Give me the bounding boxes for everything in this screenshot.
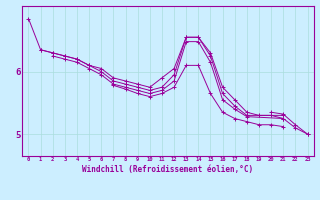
X-axis label: Windchill (Refroidissement éolien,°C): Windchill (Refroidissement éolien,°C) [83,165,253,174]
